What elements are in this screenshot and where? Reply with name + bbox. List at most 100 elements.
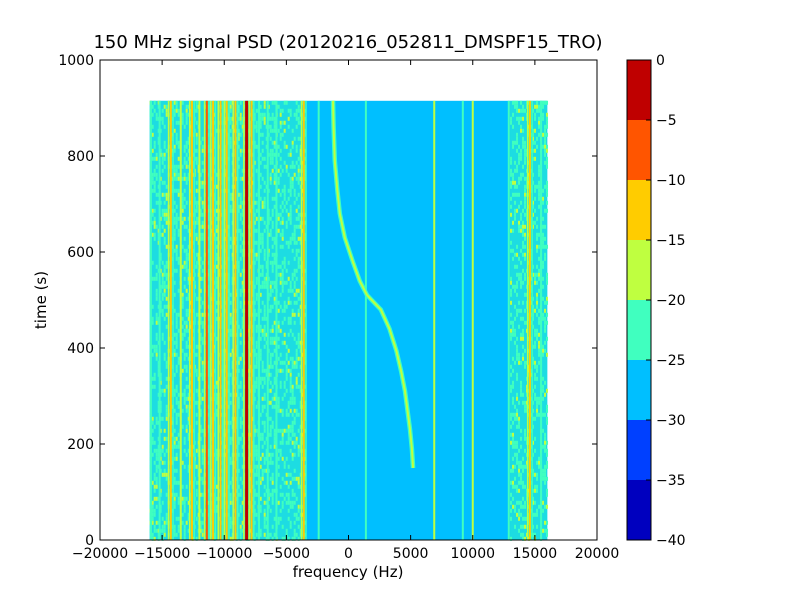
noise-cell [510, 276, 513, 281]
noise-cell [546, 148, 549, 153]
noise-cell [265, 124, 268, 129]
noise-cell [261, 140, 264, 145]
spectral-line [540, 100, 543, 541]
noise-cell [177, 144, 180, 149]
noise-cell [241, 412, 244, 417]
noise-cell [173, 176, 176, 181]
noise-cell [546, 388, 549, 393]
noise-cell [536, 404, 539, 409]
noise-cell [187, 392, 190, 397]
noise-cell [253, 364, 256, 369]
spectral-line-halo [526, 100, 529, 541]
noise-cell [181, 332, 184, 337]
spectral-line [471, 100, 474, 541]
noise-cell [520, 156, 523, 161]
noise-cell [161, 388, 164, 393]
noise-cell [291, 412, 294, 417]
noise-cell [281, 536, 284, 541]
noise-cell [229, 372, 232, 377]
noise-cell [514, 304, 517, 309]
noise-cell [263, 376, 266, 381]
noise-cell [235, 128, 238, 133]
noise-cell [301, 424, 304, 429]
noise-cell [295, 340, 298, 345]
noise-cell [155, 112, 158, 117]
noise-cell [199, 224, 202, 229]
noise-cell [237, 452, 240, 457]
noise-cell [159, 148, 162, 153]
noise-cell [512, 444, 515, 449]
chart-title: 150 MHz signal PSD (20120216_052811_DMSP… [93, 32, 602, 53]
noise-cell [524, 224, 527, 229]
noise-cell [295, 100, 298, 105]
noise-cell [187, 140, 190, 145]
noise-cell [201, 456, 204, 461]
noise-cell [518, 424, 521, 429]
noise-cell [199, 256, 202, 261]
noise-cell [151, 320, 154, 325]
noise-cell [534, 208, 537, 213]
noise-cell [173, 248, 176, 253]
noise-cell [544, 300, 547, 305]
noise-cell [291, 396, 294, 401]
noise-cell [181, 196, 184, 201]
noise-cell [285, 368, 288, 373]
noise-cell [261, 236, 264, 241]
noise-cell [255, 360, 258, 365]
noise-cell [261, 376, 264, 381]
noise-cell [538, 352, 541, 357]
noise-cell [239, 332, 242, 337]
noise-cell [295, 516, 298, 521]
noise-cell [301, 528, 304, 533]
noise-cell [175, 412, 178, 417]
noise-cell [546, 272, 549, 277]
noise-cell [175, 416, 178, 421]
noise-cell [259, 160, 262, 165]
noise-cell [512, 384, 515, 389]
noise-cell [271, 364, 274, 369]
noise-cell [512, 380, 515, 385]
noise-cell [534, 344, 537, 349]
noise-cell [285, 480, 288, 485]
noise-cell [524, 244, 527, 249]
noise-cell [295, 160, 298, 165]
noise-cell [235, 444, 238, 449]
noise-cell [518, 220, 521, 225]
noise-cell [297, 508, 300, 513]
noise-cell [253, 284, 256, 289]
noise-cell [153, 460, 156, 465]
noise-cell [185, 164, 188, 169]
noise-cell [524, 500, 527, 505]
noise-cell [265, 280, 268, 285]
spectral-line [245, 100, 249, 541]
noise-cell [183, 524, 186, 529]
noise-cell [199, 232, 202, 237]
noise-cell [173, 408, 176, 413]
spectral-line-halo [217, 100, 220, 541]
noise-cell [181, 336, 184, 341]
noise-cell [279, 384, 282, 389]
noise-cell [183, 440, 186, 445]
noise-cell [291, 184, 294, 189]
noise-cell [181, 520, 184, 525]
noise-cell [199, 428, 202, 433]
noise-cell [259, 248, 262, 253]
noise-cell [153, 448, 156, 453]
noise-cell [510, 312, 513, 317]
noise-cell [201, 312, 204, 317]
noise-cell [163, 452, 166, 457]
noise-cell [297, 516, 300, 521]
noise-cell [301, 276, 304, 281]
noise-cell [175, 172, 178, 177]
noise-cell [518, 224, 521, 229]
noise-cell [544, 316, 547, 321]
noise-cell [253, 472, 256, 477]
noise-cell [544, 252, 547, 257]
noise-cell [530, 168, 533, 173]
noise-cell [287, 484, 290, 489]
noise-cell [165, 376, 168, 381]
noise-cell [195, 132, 198, 137]
noise-cell [522, 344, 525, 349]
noise-cell [201, 376, 204, 381]
noise-cell [271, 476, 274, 481]
